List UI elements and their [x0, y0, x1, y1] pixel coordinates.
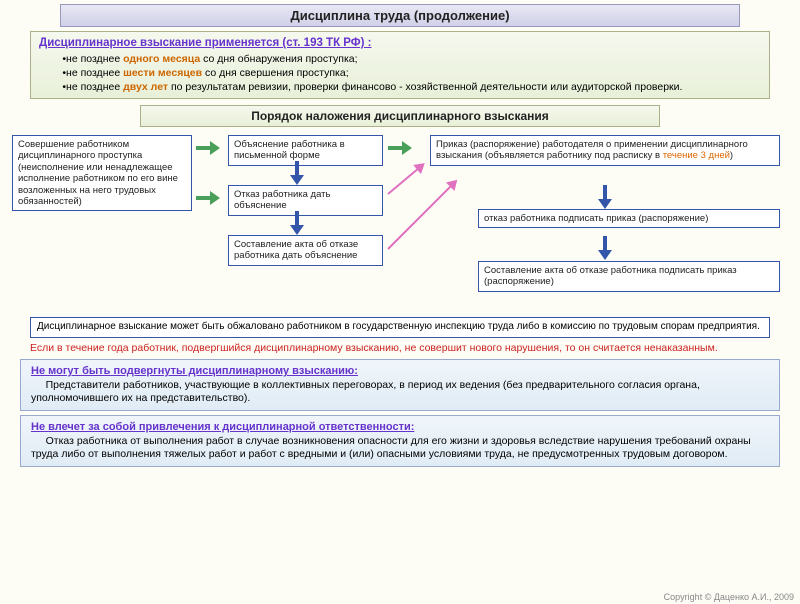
copyright: Copyright © Даценко А.И., 2009 — [664, 592, 794, 602]
t: одного месяца — [123, 53, 200, 65]
no-liability-body: Отказ работника от выполнения работ в сл… — [31, 435, 754, 461]
t: не позднее — [66, 81, 123, 93]
exempt-heading: Не могут быть подвергнуты дисциплинарном… — [31, 365, 358, 377]
penalty-terms-heading: Дисциплинарное взыскание применяется (ст… — [39, 37, 371, 49]
arrow — [598, 185, 612, 209]
t: по результатам ревизии, проверки финансо… — [168, 81, 682, 93]
t: двух лет — [123, 81, 168, 93]
exempt-body: Представители работников, участвующие в … — [31, 379, 703, 405]
t: шести месяцев — [123, 67, 202, 79]
arrow — [388, 141, 412, 155]
flowchart: Совершение работником дисциплинарного пр… — [10, 133, 790, 313]
penalty-terms-box: Дисциплинарное взыскание применяется (ст… — [30, 31, 770, 99]
t: течение 3 дней — [663, 150, 730, 161]
node-explanation: Объяснение работника в письменной форме — [228, 135, 383, 166]
node-order: Приказ (распоряжение) работодателя о при… — [430, 135, 780, 166]
arrow — [196, 141, 220, 155]
no-liability-heading: Не влечет за собой привлечения к дисципл… — [31, 421, 414, 433]
arrow — [387, 185, 452, 250]
node-act-refusal: Составление акта об отказе работника дат… — [228, 235, 383, 266]
procedure-title: Порядок наложения дисциплинарного взыска… — [140, 105, 660, 127]
appeal-note: Дисциплинарное взыскание может быть обжа… — [30, 317, 770, 338]
arrow — [290, 161, 304, 185]
node-refuse-sign: отказ работника подписать приказ (распор… — [478, 209, 780, 228]
page-title: Дисциплина труда (продолжение) — [60, 4, 740, 27]
no-liability-box: Не влечет за собой привлечения к дисципл… — [20, 415, 780, 467]
arrow — [598, 236, 612, 260]
t: ) — [730, 150, 733, 161]
t: не позднее — [66, 67, 123, 79]
node-refusal: Отказ работника дать объяснение — [228, 185, 383, 216]
t: со дня свершения проступка; — [202, 67, 349, 79]
arrow — [290, 211, 304, 235]
node-misconduct: Совершение работником дисциплинарного пр… — [12, 135, 192, 211]
node-act-refuse-sign: Составление акта об отказе работника под… — [478, 261, 780, 292]
arrow — [196, 191, 220, 205]
exempt-box: Не могут быть подвергнуты дисциплинарном… — [20, 359, 780, 411]
arrow — [387, 168, 419, 195]
t: со дня обнаружения проступка; — [200, 53, 357, 65]
t: не позднее — [66, 53, 123, 65]
one-year-note: Если в течение года работник, подвергший… — [30, 342, 770, 356]
